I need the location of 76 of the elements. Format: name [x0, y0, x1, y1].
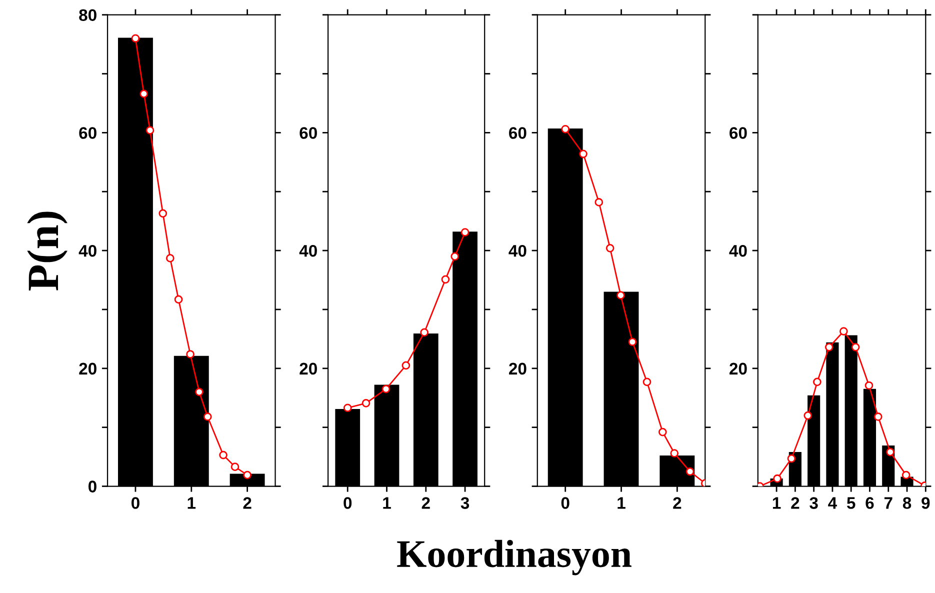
point — [594, 198, 604, 206]
y-tick-label: 60 — [730, 127, 747, 139]
point — [616, 291, 625, 300]
x-tick-label: 2 — [243, 497, 252, 509]
y-tick-label: 40 — [299, 244, 317, 257]
point — [343, 404, 352, 412]
x-tick-label: 3 — [810, 497, 818, 509]
point — [166, 254, 174, 262]
point — [460, 228, 470, 236]
y-tick-label: 60 — [509, 127, 526, 139]
point — [146, 126, 154, 134]
x-tick-label: 3 — [460, 497, 470, 509]
y-tick-label: 20 — [300, 362, 317, 375]
point — [420, 328, 428, 337]
point — [628, 338, 637, 346]
point — [174, 295, 183, 304]
point — [851, 343, 860, 352]
x-tick-label: 2 — [422, 497, 430, 509]
point — [219, 450, 228, 460]
point — [203, 412, 212, 421]
point — [839, 327, 848, 336]
point — [787, 454, 796, 463]
y-tick-label: 60 — [79, 127, 96, 139]
x-tick-label: 9 — [922, 497, 930, 509]
x-tick-label: 0 — [344, 497, 352, 509]
point — [824, 343, 834, 352]
y-tick-label: 0 — [88, 480, 96, 492]
point — [670, 449, 679, 458]
point — [773, 474, 782, 483]
y-tick-label: 20 — [730, 362, 747, 375]
x-tick-label: 2 — [673, 497, 682, 509]
x-tick-label: 0 — [132, 497, 140, 509]
point — [658, 428, 667, 436]
x-tick-label: 1 — [383, 497, 391, 509]
x-tick-label: 1 — [188, 497, 196, 509]
point — [874, 412, 882, 421]
y-tick-label: 40 — [78, 244, 96, 257]
x-tick-label: 8 — [902, 497, 912, 509]
y-axis-title: P(n) — [27, 212, 68, 291]
point — [804, 411, 812, 420]
point — [813, 378, 822, 386]
x-tick-label: 2 — [791, 497, 800, 509]
point — [561, 124, 570, 134]
x-tick-label: 0 — [561, 497, 570, 509]
point — [195, 388, 204, 396]
point — [902, 470, 910, 480]
y-tick-label: 40 — [508, 244, 526, 257]
point — [140, 90, 148, 98]
point — [686, 467, 694, 476]
point — [131, 34, 140, 43]
point — [402, 361, 410, 370]
point — [186, 350, 194, 358]
y-tick-label: 20 — [79, 362, 96, 375]
x-tick-label: 5 — [846, 497, 856, 509]
point — [886, 448, 894, 456]
point — [579, 150, 588, 158]
x-tick-label: 1 — [618, 497, 626, 509]
point — [362, 399, 370, 408]
point — [382, 384, 390, 394]
x-tick-label: 1 — [772, 497, 781, 509]
y-tick-label: 80 — [79, 9, 96, 22]
point — [642, 378, 652, 386]
point — [606, 244, 614, 252]
y-tick-label: 20 — [509, 362, 526, 375]
point — [450, 252, 460, 261]
point — [243, 470, 252, 480]
point — [864, 381, 874, 390]
point — [441, 275, 450, 284]
x-tick-label: 4 — [828, 497, 838, 509]
x-axis-title: Koordinasyon — [397, 540, 632, 576]
y-tick-label: 40 — [729, 244, 747, 257]
point — [158, 209, 168, 218]
x-tick-label: 6 — [866, 497, 874, 509]
y-tick-label: 60 — [300, 127, 317, 139]
x-tick-label: 7 — [884, 497, 892, 509]
point — [230, 462, 240, 471]
